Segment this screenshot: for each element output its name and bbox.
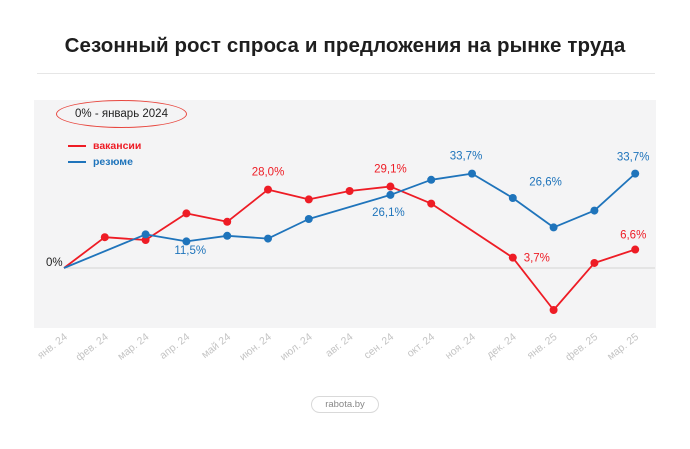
x-tick-label: янв. 25: [525, 331, 560, 362]
data-label: 6,6%: [620, 230, 646, 242]
data-point-resume: [223, 231, 232, 240]
data-point-vacancies: [264, 185, 272, 194]
data-point-resume: [427, 175, 436, 184]
x-tick-label: авг. 24: [323, 331, 355, 360]
x-tick-label: окт. 24: [405, 331, 438, 360]
x-tick-label: фев. 24: [74, 331, 111, 364]
data-label: 28,0%: [252, 167, 285, 179]
data-label: 29,1%: [374, 164, 407, 176]
legend-swatch-resume: [68, 161, 86, 163]
data-point-vacancies: [631, 245, 640, 254]
data-point-resume: [386, 190, 395, 199]
legend-label-vacancies: вакансии: [93, 140, 142, 152]
data-point-resume: [304, 215, 313, 223]
source-badge: rabota.by: [311, 396, 379, 413]
data-point-resume: [631, 169, 640, 178]
data-point-resume: [508, 194, 517, 202]
data-point-vacancies: [223, 217, 232, 226]
data-point-vacancies: [141, 236, 150, 244]
legend: вакансии резюме: [68, 138, 141, 170]
legend-swatch-vacancies: [68, 145, 86, 147]
x-tick-label: ноя. 24: [443, 331, 478, 362]
data-point-vacancies: [590, 258, 599, 267]
x-tick-label: дек. 24: [484, 331, 518, 362]
data-point-vacancies: [508, 253, 517, 262]
data-point-vacancies: [549, 306, 558, 314]
x-tick-label: мар. 25: [605, 331, 641, 363]
data-label: 26,1%: [372, 207, 405, 219]
data-point-vacancies: [345, 187, 354, 195]
x-tick-label: фев. 25: [563, 331, 600, 364]
legend-item-vacancies: вакансии: [68, 138, 141, 154]
data-point-resume: [590, 206, 599, 215]
chart-title: Сезонный рост спроса и предложения на ры…: [64, 34, 626, 57]
data-point-vacancies: [427, 199, 436, 208]
data-point-vacancies: [304, 195, 313, 204]
x-tick-label: июн. 24: [237, 331, 274, 363]
data-label: 11,5%: [174, 245, 206, 257]
x-tick-label: май 24: [199, 331, 233, 361]
data-label: 33,7%: [450, 151, 483, 163]
title-divider: [37, 73, 655, 74]
x-tick-label: янв. 24: [35, 331, 70, 362]
data-label: 3,7%: [524, 253, 550, 265]
x-tick-label: июл. 24: [278, 331, 315, 363]
data-point-vacancies: [182, 209, 191, 218]
legend-item-resume: резюме: [68, 154, 141, 170]
series-line-vacancies: [63, 185, 636, 311]
x-tick-label: сен. 24: [362, 331, 397, 362]
x-tick-label: апр. 24: [157, 331, 192, 362]
data-point-resume: [182, 237, 191, 246]
zero-label: 0%: [46, 257, 63, 269]
x-tick-label: мар. 24: [115, 331, 151, 363]
baseline-badge: 0% - январь 2024: [56, 100, 187, 128]
legend-label-resume: резюме: [93, 156, 133, 168]
data-label: 26,6%: [529, 176, 562, 188]
plot-background: [34, 100, 656, 328]
data-point-resume: [549, 223, 558, 232]
data-point-resume: [264, 234, 272, 243]
data-point-resume: [468, 169, 476, 178]
data-point-vacancies: [100, 233, 109, 242]
data-label: 33,7%: [617, 152, 650, 164]
data-point-resume: [141, 230, 150, 239]
data-point-vacancies: [386, 182, 395, 191]
